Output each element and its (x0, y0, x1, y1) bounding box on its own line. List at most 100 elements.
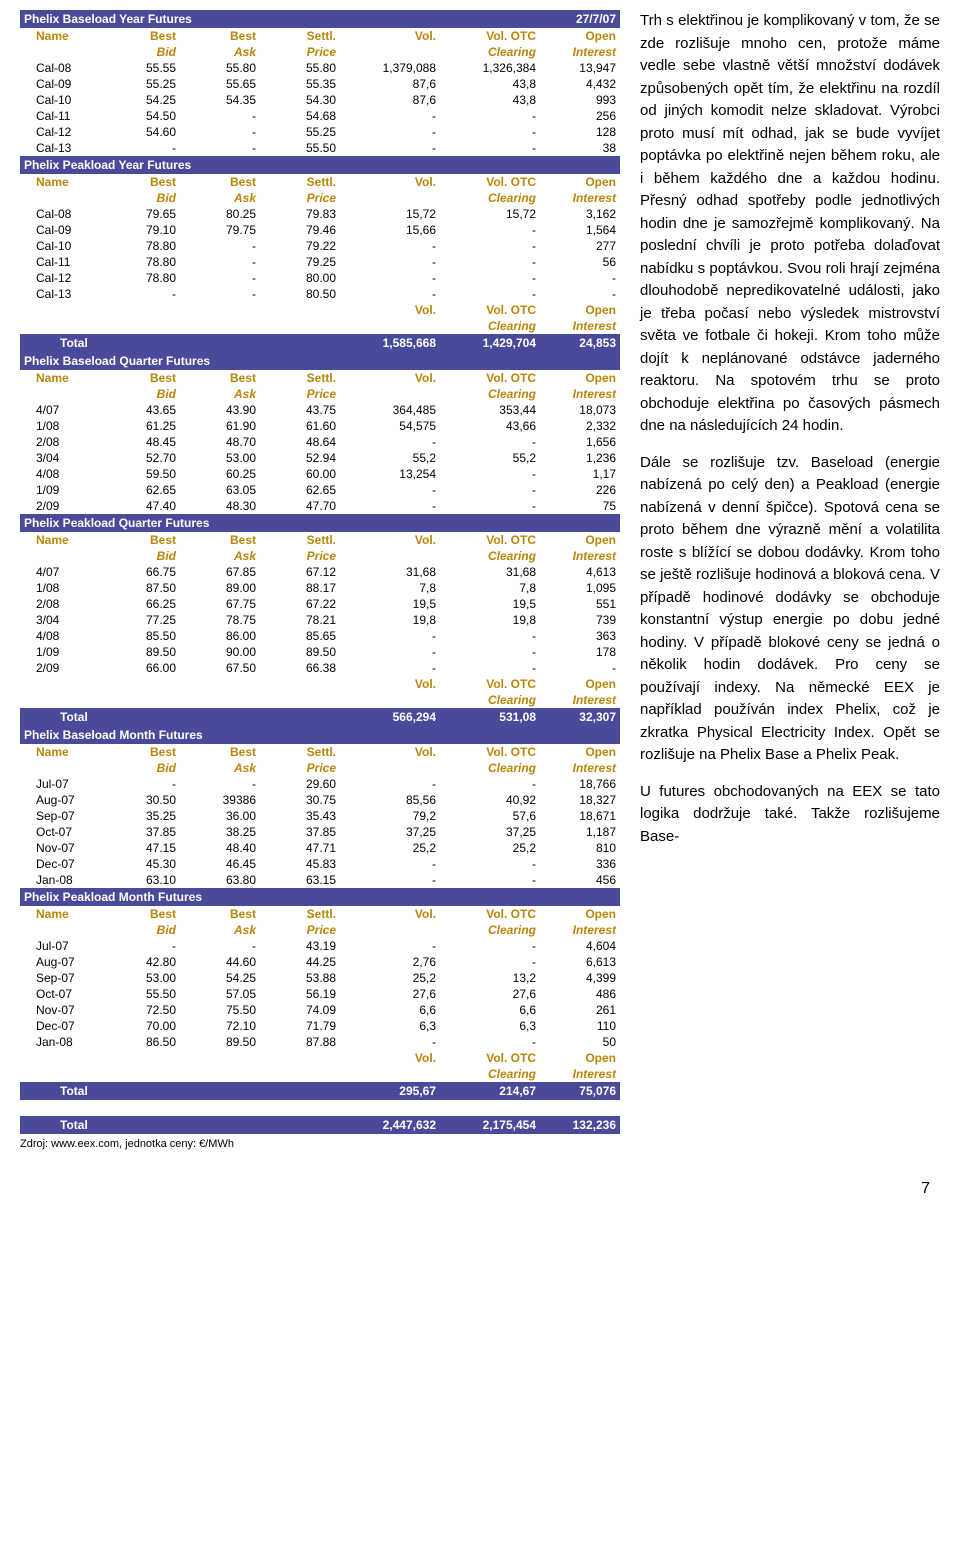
cell: 79.83 (260, 206, 340, 222)
cell: 60.00 (260, 466, 340, 482)
cell: - (180, 776, 260, 792)
cell: Aug-07 (20, 792, 100, 808)
cell: 55.50 (260, 140, 340, 156)
cell: 18,073 (540, 402, 620, 418)
cell: 88.17 (260, 580, 340, 596)
table-subheader-row: BidAskPriceClearingInterest (20, 922, 620, 938)
col-header: Open (540, 906, 620, 922)
table-subheader-row: BidAskPriceClearingInterest (20, 548, 620, 564)
col-header: Settl. (260, 174, 340, 190)
cell: Cal-11 (20, 254, 100, 270)
col-subheader (340, 922, 440, 938)
cell: 89.50 (260, 644, 340, 660)
cell: 38 (540, 140, 620, 156)
col-header: Open (540, 370, 620, 386)
cell: 90.00 (180, 644, 260, 660)
cell: - (180, 938, 260, 954)
cell: - (340, 482, 440, 498)
cell: Jan-08 (20, 1034, 100, 1050)
cell: 2/08 (20, 434, 100, 450)
cell: 37,25 (440, 824, 540, 840)
col-subheader (20, 548, 100, 564)
cell: 25,2 (340, 840, 440, 856)
cell: - (440, 628, 540, 644)
col-header: Vol. OTC (440, 370, 540, 386)
cell: 43.75 (260, 402, 340, 418)
subtotal-subheader-row: ClearingInterest (20, 692, 620, 708)
col-subheader (340, 44, 440, 60)
table-row: Cal-13--80.50--- (20, 286, 620, 302)
cell: 55,2 (340, 450, 440, 466)
col-subheader: Ask (180, 190, 260, 206)
cell: 15,72 (340, 206, 440, 222)
cell: 2/08 (20, 596, 100, 612)
cell: Cal-10 (20, 238, 100, 254)
cell: 42.80 (100, 954, 180, 970)
cell: - (440, 124, 540, 140)
table-row: Cal-0979.1079.7579.4615,66-1,564 (20, 222, 620, 238)
cell: 4,432 (540, 76, 620, 92)
col-header: Best (180, 744, 260, 760)
cell: 55.25 (260, 124, 340, 140)
table-row: Cal-1254.60-55.25--128 (20, 124, 620, 140)
cell: Jul-07 (20, 776, 100, 792)
article-paragraph-3: U futures obchodovaných na EEX se tato l… (640, 781, 940, 849)
cell: 110 (540, 1018, 620, 1034)
cell: 72.10 (180, 1018, 260, 1034)
col-header: Best (180, 906, 260, 922)
section-title: Phelix Peakload Quarter Futures (20, 514, 620, 532)
page-number: 7 (0, 1170, 960, 1208)
cell: 810 (540, 840, 620, 856)
cell: - (340, 856, 440, 872)
total-cell: 75,076 (540, 1082, 620, 1100)
total-cell: 32,307 (540, 708, 620, 726)
cell: 4/07 (20, 402, 100, 418)
col-subheader: Ask (180, 44, 260, 60)
cell: 353,44 (440, 402, 540, 418)
cell: - (180, 124, 260, 140)
cell: 1,379,088 (340, 60, 440, 76)
col-subheader: Ask (180, 386, 260, 402)
col-header: Best (100, 744, 180, 760)
cell: 54.60 (100, 124, 180, 140)
cell: 43.19 (260, 938, 340, 954)
table-row: Aug-0742.8044.6044.252,76-6,613 (20, 954, 620, 970)
cell: 47.70 (260, 498, 340, 514)
cell: 70.00 (100, 1018, 180, 1034)
cell: - (540, 660, 620, 676)
table-row: Dec-0770.0072.1071.796,36,3110 (20, 1018, 620, 1034)
cell: 4/08 (20, 628, 100, 644)
cell: Aug-07 (20, 954, 100, 970)
cell: - (340, 270, 440, 286)
col-header: Best (180, 370, 260, 386)
cell: 78.80 (100, 238, 180, 254)
col-header: Best (100, 370, 180, 386)
total-cell (100, 334, 180, 352)
cell: 36.00 (180, 808, 260, 824)
cell: Oct-07 (20, 824, 100, 840)
cell: 48.64 (260, 434, 340, 450)
col-subheader: Bid (100, 44, 180, 60)
cell: 56.19 (260, 986, 340, 1002)
cell: Nov-07 (20, 840, 100, 856)
cell: - (340, 286, 440, 302)
total-cell (180, 334, 260, 352)
col-subheader: Clearing (440, 44, 540, 60)
total-cell: Total (20, 708, 100, 726)
cell: 85.65 (260, 628, 340, 644)
cell: 79.46 (260, 222, 340, 238)
cell: 13,947 (540, 60, 620, 76)
cell: 4,613 (540, 564, 620, 580)
table-row: Nov-0772.5075.5074.096,66,6261 (20, 1002, 620, 1018)
col-subheader: Ask (180, 548, 260, 564)
cell: Cal-12 (20, 270, 100, 286)
cell: 19,8 (440, 612, 540, 628)
cell: - (340, 776, 440, 792)
table-row: 1/0887.5089.0088.177,87,81,095 (20, 580, 620, 596)
cell: Cal-12 (20, 124, 100, 140)
col-subheader (340, 760, 440, 776)
cell: - (340, 124, 440, 140)
cell: 1/09 (20, 644, 100, 660)
col-subheader: Price (260, 922, 340, 938)
cell: 13,2 (440, 970, 540, 986)
